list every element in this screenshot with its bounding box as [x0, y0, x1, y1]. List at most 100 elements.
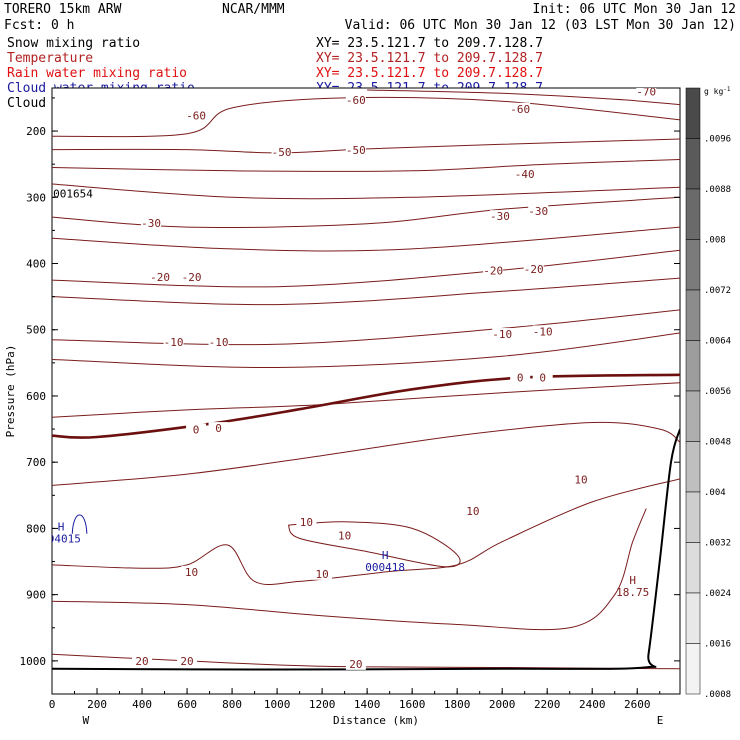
- x-tick-label: 1600: [399, 698, 426, 711]
- field-xy: XY= 23.5.121.7 to 209.7.128.7: [316, 66, 543, 81]
- field-xy: XY= 23.5.121.7 to 209.7.128.7: [316, 36, 543, 51]
- contour-label-bg: [208, 422, 229, 435]
- field-xy: XY= 23.5.121.7 to 209.7.128.7: [316, 51, 543, 66]
- plot-frame: [51, 87, 681, 695]
- extrema-mark: H: [629, 574, 636, 587]
- contour-label: -10: [209, 336, 229, 349]
- temperature-contour: [287, 521, 461, 568]
- temperature-contour: [52, 508, 647, 631]
- y-tick-label: 800: [26, 522, 46, 535]
- colorbar-swatch: [685, 390, 701, 442]
- x-tick-label: 800: [222, 698, 242, 711]
- cloud-water-contour: [71, 514, 88, 534]
- y-tick-label: 300: [26, 191, 46, 204]
- contour-label-bg: [334, 529, 355, 542]
- contour-label-bg: [271, 145, 292, 158]
- contour-label: -60: [510, 103, 530, 116]
- x-tick-label: 0: [49, 698, 56, 711]
- temperature-contour: [367, 89, 680, 106]
- colorbar-label: .0064: [704, 337, 731, 347]
- contour-label: 10: [300, 516, 313, 529]
- contour-label-bg: [462, 504, 483, 517]
- temperature-contour: [52, 159, 680, 172]
- contour-label: 10: [315, 568, 328, 581]
- temperature-contour: [52, 226, 680, 252]
- contour-label: -60: [186, 109, 206, 122]
- contour-label-bg: [163, 335, 184, 348]
- colorbar-swatch: [685, 441, 701, 493]
- contour-label-bg: [532, 371, 553, 384]
- colorbar-label: .0072: [704, 286, 731, 296]
- colorbar-label: .0024: [704, 589, 731, 599]
- contour-label-bg: [208, 335, 229, 348]
- colorbar-swatch: [685, 340, 701, 392]
- x-tick-label: 2200: [534, 698, 561, 711]
- colorbar: .0096 .0088 .008 .0072 .0064 .0056 .0048 .004 .0…: [685, 86, 731, 700]
- x-tick-label: 2000: [489, 698, 516, 711]
- y-tick-label: 400: [26, 258, 46, 271]
- y-tick-label: 500: [26, 324, 46, 337]
- contour-label-bg: [510, 102, 531, 115]
- x-tick-label: 400: [132, 698, 152, 711]
- temperature-contour: [52, 249, 680, 288]
- x-tick-label: 200: [87, 698, 107, 711]
- contour-label-bg: [345, 657, 366, 670]
- x-tick-label: 2600: [624, 698, 651, 711]
- contour-label: 20: [349, 658, 362, 671]
- contour-label: -30: [490, 210, 510, 223]
- contour-label: -30: [141, 217, 161, 230]
- contour-label-bg: [483, 264, 504, 277]
- contour-label-bg: [514, 167, 535, 180]
- contour-label: 0: [215, 422, 222, 435]
- contour-label-bg: [345, 94, 366, 107]
- extrema-value: 004015: [41, 532, 81, 545]
- contour-label-bg: [489, 210, 510, 223]
- contour-label-bg: [296, 516, 317, 529]
- plot-area: -70-60-60-60-50 -50-40-30-30 -30-20 -20-20-…: [4, 86, 681, 727]
- y-tick-label: 1000: [20, 655, 47, 668]
- extrema-mark: H: [58, 520, 65, 533]
- contour-label-bg: [132, 655, 153, 668]
- colorbar-label: .0096: [704, 135, 731, 145]
- colorbar-label: .0016: [704, 640, 731, 650]
- temperature-contour: [52, 277, 680, 306]
- contour-label-bg: [570, 473, 591, 486]
- contour-label: -20: [524, 263, 544, 276]
- contour-label: -10: [533, 325, 553, 338]
- contour-label: 0: [539, 372, 546, 385]
- contour-layer: -70-60-60-60-50 -50-40-30-30 -30-20 -20-20-…: [41, 86, 680, 671]
- colorbar-label: .0048: [704, 438, 731, 448]
- contour-label: -50: [272, 146, 292, 159]
- colorbar-swatch: [685, 188, 701, 240]
- contour-label: -70: [636, 86, 656, 99]
- colorbar-label: .0056: [704, 387, 731, 397]
- center-label: NCAR/MMM: [222, 2, 285, 17]
- y-tick-label: 200: [26, 125, 46, 138]
- extrema-mark: H: [382, 549, 389, 562]
- contour-label: -20: [182, 271, 202, 284]
- contour-label: 0: [193, 423, 200, 436]
- colorbar-swatch: [685, 592, 701, 644]
- model-title: TORERO 15km ARW: [4, 2, 122, 17]
- y-tick-label: 900: [26, 589, 46, 602]
- colorbar-label: .008: [704, 236, 726, 246]
- contour-label-bg: [312, 567, 333, 580]
- contour-label: 20: [180, 655, 193, 668]
- contour-label: -20: [483, 264, 503, 277]
- colorbar-label: .0032: [704, 539, 731, 549]
- contour-label: -60: [346, 94, 366, 107]
- contour-label-bg: [345, 143, 366, 156]
- x-tick-label: 2400: [579, 698, 606, 711]
- contour-label-bg: [177, 655, 198, 668]
- colorbar-swatch: [685, 138, 701, 190]
- contour-label: -50: [346, 144, 366, 157]
- colorbar-swatch: [685, 491, 701, 543]
- colorbar-swatch: [685, 643, 701, 695]
- contour-label: -20: [150, 271, 170, 284]
- colorbar-label: .0088: [704, 185, 731, 195]
- contour-label-bg: [492, 328, 513, 341]
- colorbar-unit: g kg-1: [704, 86, 731, 96]
- contour-label-bg: [141, 216, 162, 229]
- contour-label-bg: [523, 263, 544, 276]
- contour-label-bg: [532, 325, 553, 338]
